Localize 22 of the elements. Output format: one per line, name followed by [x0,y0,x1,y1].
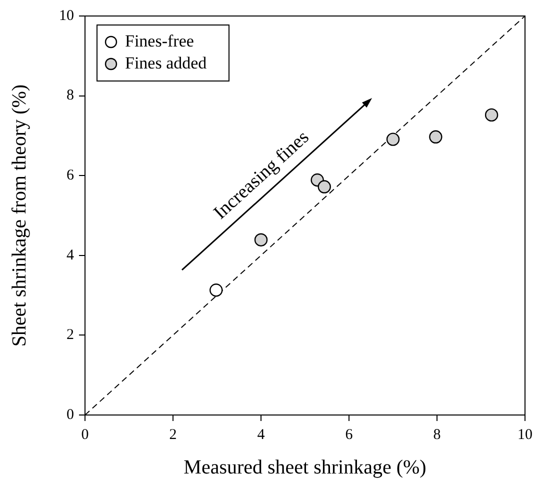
y-tick-label: 4 [66,247,74,264]
y-tick-label: 6 [66,168,74,184]
point [484,108,498,122]
x-tick-label: 0 [81,426,89,443]
y-tick-label: 2 [66,327,74,344]
point [386,132,400,146]
x-tick-label: 2 [169,426,177,443]
x-tick-label: 4 [257,426,266,443]
y-tick-label: 10 [59,8,74,24]
legend-label: Fines added [125,53,208,72]
x-tick-label: 8 [433,426,441,443]
y-tick-label: 0 [66,406,74,423]
y-tick-label: 8 [66,88,74,104]
point [318,180,331,194]
y-axis-title: Sheet shrinkage from theory (%) [8,84,30,347]
point [429,130,442,144]
x-tick-label: 10 [518,426,532,443]
point [210,284,223,297]
x-axis-title: Measured sheet shrinkage (%) [184,456,426,478]
x-tick-label: 6 [345,426,354,443]
point [254,233,268,246]
legend-label: Fines-free [125,31,194,50]
